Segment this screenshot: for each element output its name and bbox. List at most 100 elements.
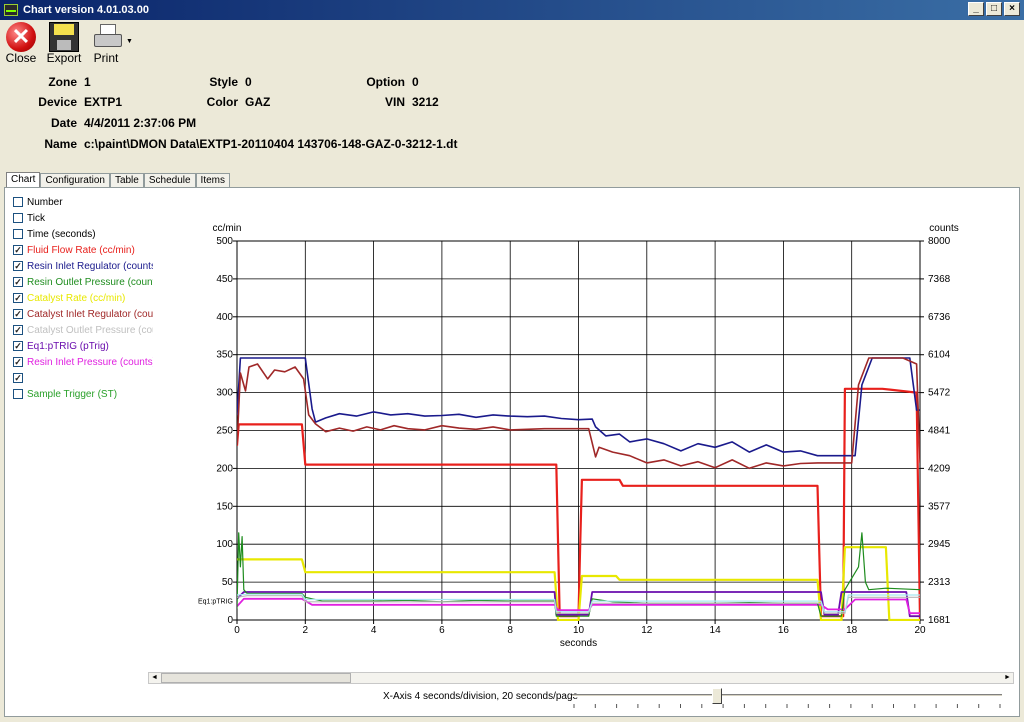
option-label: Option: [366, 75, 405, 89]
close-button[interactable]: ✕ Close: [0, 20, 42, 66]
scroll-left-icon[interactable]: ◄: [151, 674, 158, 681]
annotation-label: Eq1:pTRIG: [198, 598, 233, 605]
y-tick-label-left: 350: [216, 350, 233, 361]
export-label: Export: [46, 51, 82, 65]
y-tick-label-right: 3577: [928, 501, 951, 512]
legend-checkbox[interactable]: ✓: [13, 309, 23, 319]
y-tick-label-left: 450: [216, 274, 233, 285]
legend-item[interactable]: Tick: [13, 210, 153, 226]
close-label: Close: [5, 51, 37, 65]
legend-label: Sample Trigger (ST): [27, 388, 118, 400]
tab-table[interactable]: Table: [109, 173, 144, 188]
x-tick-label: 10: [573, 625, 585, 636]
y-tick-label-right: 2945: [928, 539, 951, 550]
print-button[interactable]: ▼ Print: [88, 20, 136, 66]
legend-checkbox[interactable]: ✓: [13, 293, 23, 303]
legend-label: Eq1:pTRIG (pTrig): [27, 340, 109, 352]
tab-strip: Chart Configuration Table Schedule Items: [6, 172, 230, 188]
close-icon: ✕: [6, 22, 36, 52]
print-dropdown-icon[interactable]: ▼: [126, 38, 133, 45]
legend-label: Catalyst Rate (cc/min): [27, 292, 126, 304]
zone-label: Zone: [48, 75, 77, 89]
x-tick-label: 0: [234, 625, 240, 636]
vin-value: 3212: [412, 95, 439, 109]
chart-app-icon: [4, 4, 18, 16]
x-tick-label: 6: [439, 625, 445, 636]
legend-item[interactable]: ✓ Fluid Flow Rate (cc/min): [13, 242, 153, 258]
scroll-right-icon[interactable]: ►: [1004, 674, 1011, 681]
legend-item[interactable]: ✓ Resin Outlet Pressure (counts): [13, 274, 153, 290]
legend-label: Resin Outlet Pressure (counts): [27, 276, 153, 288]
y-tick-label-left: 250: [216, 426, 233, 437]
file-name-value: c:\paint\DMON Data\EXTP1-20110404 143706…: [84, 137, 458, 151]
legend-checkbox[interactable]: [13, 229, 23, 239]
export-button[interactable]: Export: [44, 20, 84, 66]
y-tick-label-right: 6104: [928, 350, 951, 361]
y-tick-label-left: 0: [227, 615, 233, 626]
legend-checkbox[interactable]: ✓: [13, 277, 23, 287]
printer-icon: [94, 24, 122, 50]
minimize-button[interactable]: _: [968, 2, 984, 16]
x-tick-label: 18: [846, 625, 858, 636]
window-controls: _ □ ×: [968, 2, 1020, 16]
y-tick-label-right: 8000: [928, 236, 951, 247]
legend-checkbox[interactable]: ✓: [13, 341, 23, 351]
tab-chart[interactable]: Chart: [6, 172, 41, 188]
legend-label: Catalyst Outlet Pressure (counts): [27, 324, 153, 336]
y-tick-label-right: 2313: [928, 577, 951, 588]
legend-checkbox[interactable]: ✓: [13, 245, 23, 255]
toolbar: ✕ Close Export ▼ Print: [0, 20, 1024, 66]
tab-items[interactable]: Items: [195, 173, 230, 188]
run-info: Zone 1 Style 0 Option 0 Device EXTP1 Col…: [0, 66, 1024, 166]
tab-schedule[interactable]: Schedule: [143, 173, 196, 188]
legend-item[interactable]: Number: [13, 194, 153, 210]
y-tick-label-left: 500: [216, 236, 233, 247]
legend-item[interactable]: ✓: [13, 370, 153, 386]
legend-item[interactable]: ✓ Resin Inlet Pressure (counts): [13, 354, 153, 370]
legend-checkbox[interactable]: [13, 389, 23, 399]
xaxis-scale-text: X-Axis 4 seconds/division, 20 seconds/pa…: [383, 691, 579, 702]
legend-label: Resin Inlet Regulator (counts): [27, 260, 153, 272]
style-label: Style: [209, 75, 238, 89]
legend-item[interactable]: ✓ Resin Inlet Regulator (counts): [13, 258, 153, 274]
line-chart: 0 2 4 6 8 10 12 14 16 18 2005010015020025030035040…: [198, 223, 959, 649]
x-tick-label: 2: [303, 625, 309, 636]
x-tick-label: 14: [710, 625, 722, 636]
x-axis-label: seconds: [560, 638, 597, 649]
legend-item[interactable]: ✓ Eq1:pTRIG (pTrig): [13, 338, 153, 354]
legend-checkbox[interactable]: ✓: [13, 325, 23, 335]
option-value: 0: [412, 75, 419, 89]
legend-item[interactable]: ✓ Catalyst Outlet Pressure (counts): [13, 322, 153, 338]
legend-checkbox[interactable]: [13, 197, 23, 207]
legend-checkbox[interactable]: ✓: [13, 373, 23, 383]
y-tick-label-left: 50: [222, 577, 234, 588]
tab-configuration[interactable]: Configuration: [40, 173, 110, 188]
legend-checkbox[interactable]: ✓: [13, 261, 23, 271]
window-close-button[interactable]: ×: [1004, 2, 1020, 16]
y-axis-label-right: counts: [929, 223, 958, 234]
legend-checkbox[interactable]: [13, 213, 23, 223]
y-tick-label-right: 4209: [928, 463, 951, 474]
series-legend: Number Tick Time (seconds) ✓ Fluid Flow Rate…: [13, 194, 153, 402]
zone-value: 1: [84, 75, 91, 89]
style-value: 0: [245, 75, 252, 89]
color-label: Color: [206, 95, 238, 109]
series-line-3: [237, 546, 920, 621]
legend-item[interactable]: ✓ Catalyst Rate (cc/min): [13, 290, 153, 306]
maximize-button[interactable]: □: [986, 2, 1002, 16]
y-tick-label-right: 7368: [928, 274, 951, 285]
legend-item[interactable]: ✓ Catalyst Inlet Regulator (counts): [13, 306, 153, 322]
legend-item[interactable]: Sample Trigger (ST): [13, 386, 153, 402]
legend-checkbox[interactable]: ✓: [13, 357, 23, 367]
x-tick-label: 8: [507, 625, 513, 636]
x-tick-label: 12: [641, 625, 653, 636]
zoom-slider-thumb[interactable]: [712, 688, 722, 704]
series-line-0: [237, 387, 920, 621]
horizontal-scrollbar[interactable]: ◄ ►: [148, 672, 1014, 684]
zoom-slider-track[interactable]: [572, 694, 1002, 697]
y-tick-label-left: 150: [216, 501, 233, 512]
scroll-thumb[interactable]: [161, 673, 351, 683]
print-label: Print: [93, 51, 119, 65]
legend-item[interactable]: Time (seconds): [13, 226, 153, 242]
device-value: EXTP1: [84, 95, 123, 109]
